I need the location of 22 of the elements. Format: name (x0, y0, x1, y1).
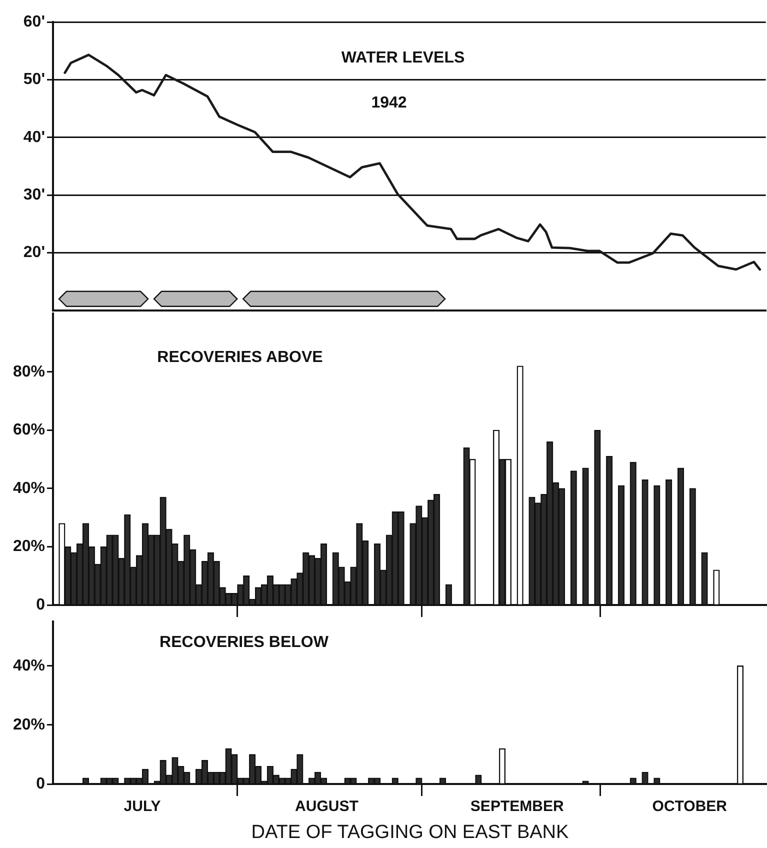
x-tick-label: JULY (124, 798, 161, 816)
y-tick-label: 20% (12, 538, 45, 556)
y-tick-label: 0 (36, 775, 46, 792)
x-tick-label: AUGUST (295, 798, 358, 816)
text: WATER LEVELS (341, 49, 465, 66)
y-tick-label: 0 (36, 596, 46, 614)
y-tick-label: 40% (12, 657, 45, 674)
y-tick-label: 40% (12, 480, 45, 497)
y-tick-label: 20% (12, 716, 45, 734)
x-tick-label: SEPTEMBER (470, 798, 564, 816)
text: RECOVERIES ABOVE (157, 349, 324, 366)
y-tick-label: 80% (12, 363, 45, 380)
x-tick-label: OCTOBER (652, 798, 728, 816)
y-tick-label: 40' (23, 128, 45, 146)
y-tick-label: 20' (23, 244, 45, 262)
x-axis-title: DATE OF TAGGING ON EAST BANK (251, 822, 570, 843)
y-tick-label: 60% (12, 422, 45, 439)
y-tick-label: 50' (23, 71, 45, 88)
y-tick-label: 30' (23, 186, 45, 204)
text: 1942 (371, 94, 407, 112)
text: RECOVERIES BELOW (160, 634, 330, 652)
y-tick-label: 60' (23, 13, 45, 30)
